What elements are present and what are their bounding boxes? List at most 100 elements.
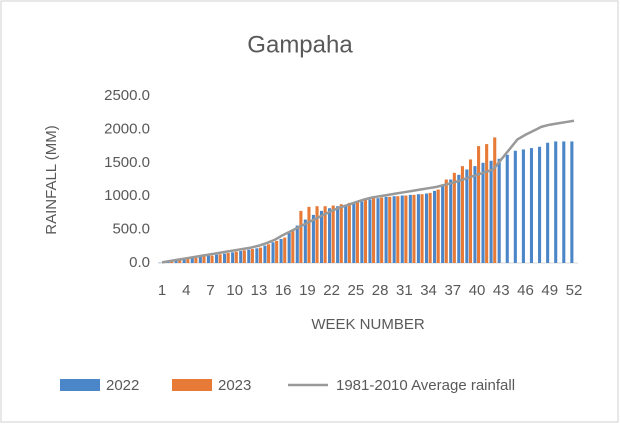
x-tick-label: 31 <box>396 282 413 299</box>
bar <box>214 254 219 263</box>
y-tick-label: 500.0 <box>112 221 150 238</box>
bar <box>521 149 525 263</box>
x-tick-label: 7 <box>206 282 214 299</box>
x-tick-label: 52 <box>566 282 583 299</box>
bar <box>339 204 343 263</box>
bar <box>190 257 194 263</box>
bar <box>570 141 574 263</box>
bar <box>299 210 303 263</box>
bar <box>307 206 311 263</box>
x-tick-label: 4 <box>182 282 190 299</box>
bar <box>352 203 356 263</box>
bar <box>311 214 315 263</box>
bar <box>408 194 412 263</box>
bar <box>449 179 453 263</box>
legend-label: 1981-2010 Average rainfall <box>336 377 515 394</box>
bar <box>433 190 437 263</box>
x-tick-label: 28 <box>372 282 389 299</box>
bar <box>178 259 182 263</box>
y-tick-label: 1500.0 <box>104 154 150 171</box>
bar <box>420 194 424 263</box>
bar <box>271 242 275 263</box>
legend-label: 2023 <box>218 377 251 394</box>
bar <box>223 253 227 263</box>
bar <box>210 255 214 263</box>
bar <box>497 158 501 263</box>
x-tick-label: 43 <box>493 282 510 299</box>
line <box>161 119 575 264</box>
bar <box>428 192 432 263</box>
bar <box>315 206 319 263</box>
bar <box>250 248 254 263</box>
bar <box>546 142 550 263</box>
bar <box>234 251 238 263</box>
bar <box>231 252 235 263</box>
bar <box>465 169 469 263</box>
bar <box>452 172 456 263</box>
bar <box>255 248 259 263</box>
x-tick-label: 25 <box>348 282 365 299</box>
bar <box>412 194 416 263</box>
legend-swatch <box>60 379 100 391</box>
bar <box>336 206 340 263</box>
bar <box>376 198 380 263</box>
bar <box>242 250 246 263</box>
bar <box>493 137 497 263</box>
x-tick-label: 37 <box>444 282 461 299</box>
bar <box>372 198 376 263</box>
x-tick-label: 40 <box>469 282 486 299</box>
bar <box>384 196 388 263</box>
legend-swatch <box>172 379 212 391</box>
bar <box>194 257 198 263</box>
x-axis-label: WEEK NUMBER <box>311 316 425 333</box>
bar <box>295 225 299 263</box>
x-tick-label: 10 <box>226 282 243 299</box>
bar <box>460 166 464 263</box>
x-tick-label: 13 <box>251 282 268 299</box>
bar <box>505 154 509 263</box>
bar <box>319 210 324 263</box>
x-tick-label: 46 <box>517 282 534 299</box>
bar <box>481 162 485 263</box>
bar <box>263 245 267 263</box>
bar <box>258 247 263 263</box>
bar <box>485 144 489 263</box>
bar <box>182 258 186 263</box>
bar <box>444 179 448 263</box>
y-tick-label: 1000.0 <box>104 187 150 204</box>
bar <box>328 208 332 263</box>
bar <box>279 238 283 263</box>
y-tick-label: 0.0 <box>129 254 150 271</box>
bar <box>283 237 287 263</box>
bar <box>331 205 335 263</box>
bar <box>441 186 445 263</box>
bar <box>344 204 348 263</box>
bar <box>400 195 404 263</box>
bar <box>424 193 429 263</box>
bar <box>218 254 222 263</box>
bar <box>303 219 307 263</box>
bar <box>380 197 384 263</box>
bar <box>513 150 517 263</box>
bar <box>396 196 400 263</box>
bar <box>529 148 534 263</box>
bar <box>368 199 372 263</box>
bar <box>404 195 408 263</box>
legend: 2022 2023 1981-2010 Average rainfall <box>60 377 515 394</box>
bar <box>347 202 351 263</box>
x-tick-label: 16 <box>275 282 292 299</box>
y-tick-label: 2000.0 <box>104 120 150 137</box>
x-tick-label: 1 <box>158 282 166 299</box>
bar <box>489 160 493 263</box>
y-tick-label: 2500.0 <box>104 87 150 104</box>
bar <box>239 250 243 263</box>
bar <box>457 174 461 263</box>
bar <box>247 249 251 263</box>
bar <box>477 146 481 263</box>
x-tick-label: 49 <box>541 282 558 299</box>
bar <box>198 256 202 263</box>
bar <box>226 252 230 263</box>
x-tick-label: 22 <box>323 282 340 299</box>
legend-label: 2022 <box>106 377 139 394</box>
